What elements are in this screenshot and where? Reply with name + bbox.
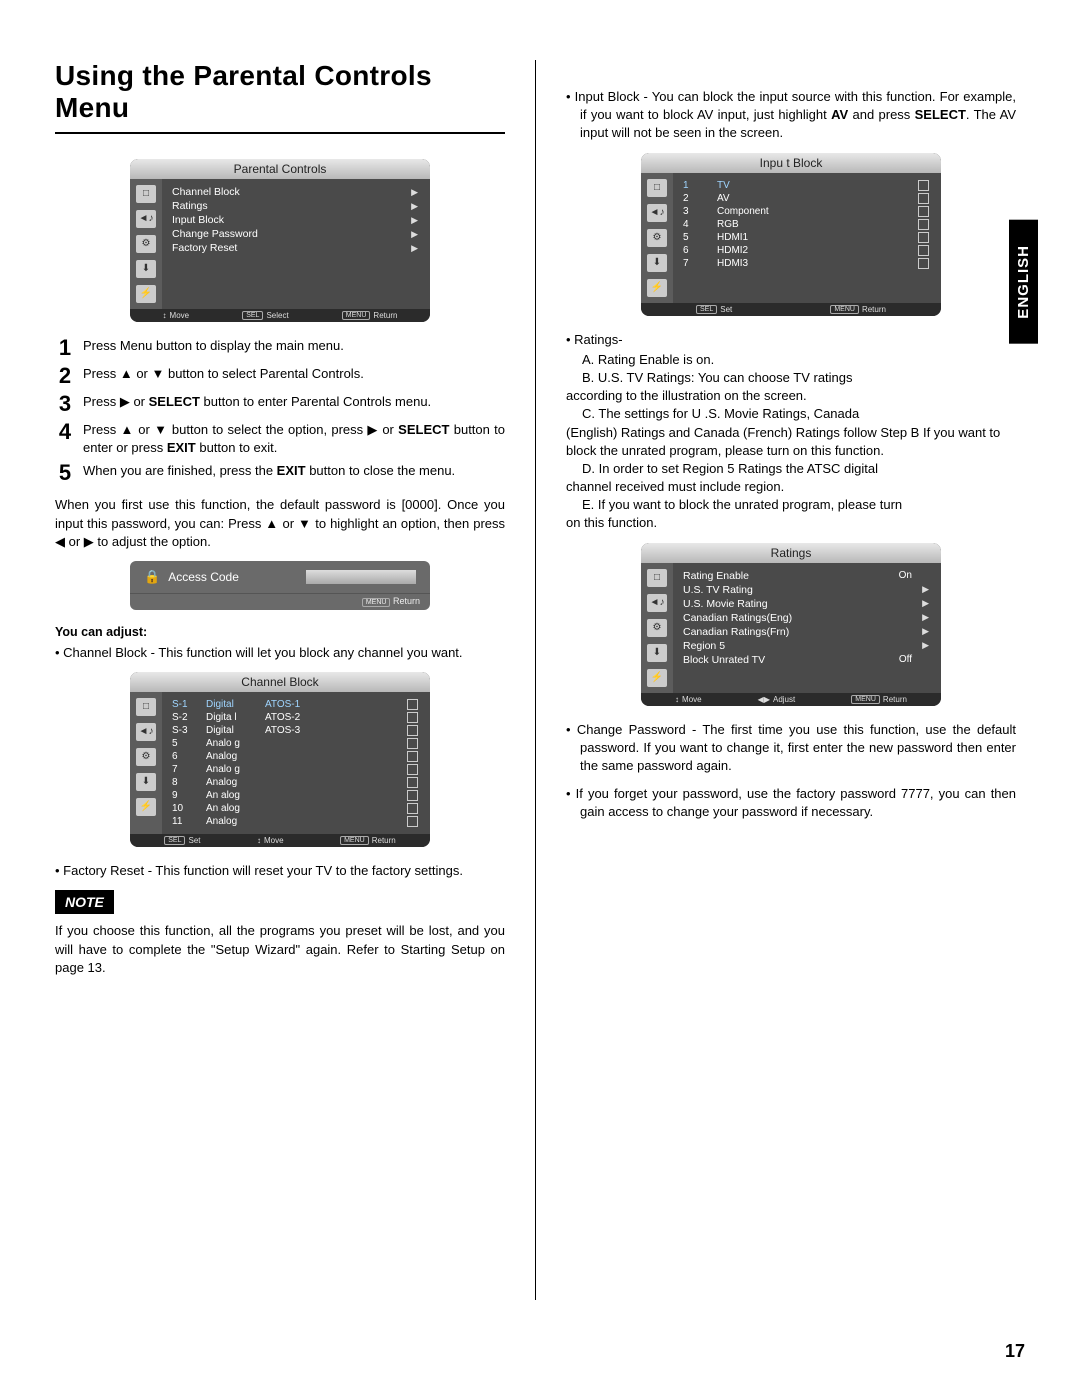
ratings-row[interactable]: Canadian Ratings(Eng)▶: [679, 611, 933, 625]
input-block-desc: Input Block - You can block the input so…: [566, 88, 1016, 143]
panel-footer: SEL Set ↕ Move MENU Return: [130, 834, 430, 847]
sidebar-icon[interactable]: ⬇: [647, 254, 667, 272]
channel-row[interactable]: 7Analo g: [168, 763, 422, 776]
title-rule: [55, 132, 505, 134]
sidebar-icon[interactable]: ◄♪: [647, 594, 667, 612]
sidebar-icon[interactable]: ⚙: [136, 748, 156, 766]
sidebar-icon[interactable]: ◄♪: [136, 723, 156, 741]
channel-row[interactable]: 8Analog: [168, 776, 422, 789]
change-password-desc: Change Password - The first time you use…: [566, 721, 1016, 776]
channel-row[interactable]: 9An alog: [168, 789, 422, 802]
ratings-row[interactable]: U.S. TV Rating▶: [679, 583, 933, 597]
page-title: Using the Parental Controls Menu: [55, 60, 505, 124]
sidebar-icon[interactable]: ⚡: [647, 279, 667, 297]
channel-row[interactable]: S-1DigitalATOS-1: [168, 698, 422, 711]
channel-block-panel: Channel Block □ ◄♪ ⚙ ⬇ ⚡ S-1DigitalATOS-1S-2…: [130, 672, 430, 847]
step-list: 1Press Menu button to display the main m…: [55, 337, 505, 484]
menu-item[interactable]: Channel Block▶: [168, 185, 422, 199]
input-row[interactable]: 1TV: [679, 179, 933, 192]
channel-block-desc: Channel Block - This function will let y…: [55, 644, 505, 662]
parental-controls-panel: Parental Controls □ ◄♪ ⚙ ⬇ ⚡ Channel Block▶R…: [130, 159, 430, 322]
sidebar-icon[interactable]: ⚙: [136, 235, 156, 253]
panel-title: Inpu t Block: [641, 153, 941, 173]
channel-row[interactable]: S-2Digita lATOS-2: [168, 711, 422, 724]
sidebar-icon[interactable]: ⚡: [136, 798, 156, 816]
step-item: 2Press ▲ or ▼ button to select Parental …: [55, 365, 505, 387]
sidebar-icon[interactable]: ◄♪: [647, 204, 667, 222]
ratings-row[interactable]: Block Unrated TVOff: [679, 653, 933, 667]
step-item: 3Press ▶ or SELECT button to enter Paren…: [55, 393, 505, 415]
sidebar-icon[interactable]: ⬇: [136, 773, 156, 791]
panel-title: Channel Block: [130, 672, 430, 692]
sidebar-icon[interactable]: □: [647, 179, 667, 197]
forget-password-desc: If you forget your password, use the fac…: [566, 785, 1016, 821]
ratings-row[interactable]: Rating EnableOn: [679, 569, 933, 583]
ratings-row[interactable]: U.S. Movie Rating▶: [679, 597, 933, 611]
lock-icon: 🔒: [144, 569, 160, 585]
column-divider: [535, 60, 536, 1300]
input-row[interactable]: 2AV: [679, 192, 933, 205]
input-row[interactable]: 6HDMI2: [679, 244, 933, 257]
note-label: NOTE: [55, 890, 114, 914]
factory-reset-desc: Factory Reset - This function will reset…: [55, 862, 505, 880]
sidebar-icon[interactable]: ⚙: [647, 619, 667, 637]
ratings-letters: A. Rating Enable is on. B. U.S. TV Ratin…: [566, 351, 1016, 533]
sidebar-icon[interactable]: ⬇: [647, 644, 667, 662]
sidebar-icon[interactable]: □: [136, 185, 156, 203]
ratings-row[interactable]: Canadian Ratings(Frn)▶: [679, 625, 933, 639]
channel-row[interactable]: 6Analog: [168, 750, 422, 763]
input-row[interactable]: 7HDMI3: [679, 257, 933, 270]
note-text: If you choose this function, all the pro…: [55, 922, 505, 977]
sidebar-icon[interactable]: ⚡: [136, 285, 156, 303]
channel-row[interactable]: 10An alog: [168, 802, 422, 815]
panel-sidebar: □ ◄♪ ⚙ ⬇ ⚡: [641, 173, 673, 303]
menu-item[interactable]: Factory Reset▶: [168, 241, 422, 255]
panel-sidebar: □ ◄♪ ⚙ ⬇ ⚡: [641, 563, 673, 693]
language-tab: ENGLISH: [1009, 220, 1038, 344]
input-row[interactable]: 4RGB: [679, 218, 933, 231]
panel-footer: ↕ Move SEL Select MENU Return: [130, 309, 430, 322]
panel-title: Ratings: [641, 543, 941, 563]
sidebar-icon[interactable]: □: [136, 698, 156, 716]
access-code-input[interactable]: [306, 570, 416, 584]
input-block-panel: Inpu t Block □ ◄♪ ⚙ ⬇ ⚡ 1TV2AV3Component4RGB…: [641, 153, 941, 316]
sidebar-icon[interactable]: ⚡: [647, 669, 667, 687]
menu-item[interactable]: Input Block▶: [168, 213, 422, 227]
channel-row[interactable]: 11Analog: [168, 815, 422, 828]
access-code-label: Access Code: [168, 570, 298, 584]
step-item: 4Press ▲ or ▼ button to select the optio…: [55, 421, 505, 456]
ratings-panel: Ratings □ ◄♪ ⚙ ⬇ ⚡ Rating EnableOnU.S. TV Ra…: [641, 543, 941, 706]
step-item: 5When you are finished, press the EXIT b…: [55, 462, 505, 484]
sidebar-icon[interactable]: ◄♪: [136, 210, 156, 228]
channel-row[interactable]: 5Analo g: [168, 737, 422, 750]
sidebar-icon[interactable]: □: [647, 569, 667, 587]
sidebar-icon[interactable]: ⚙: [647, 229, 667, 247]
panel-title: Parental Controls: [130, 159, 430, 179]
sidebar-icon[interactable]: ⬇: [136, 260, 156, 278]
input-row[interactable]: 5HDMI1: [679, 231, 933, 244]
step-item: 1Press Menu button to display the main m…: [55, 337, 505, 359]
access-code-panel: 🔒 Access Code MENU Return: [130, 561, 430, 610]
first-use-text: When you first use this function, the de…: [55, 496, 505, 551]
panel-footer: ↕ Move ◀▶ Adjust MENU Return: [641, 693, 941, 706]
you-can-adjust-heading: You can adjust:: [55, 625, 505, 639]
ratings-row[interactable]: Region 5▶: [679, 639, 933, 653]
panel-footer: SEL Set MENU Return: [641, 303, 941, 316]
input-row[interactable]: 3Component: [679, 205, 933, 218]
menu-item[interactable]: Change Password▶: [168, 227, 422, 241]
ratings-heading: Ratings-: [566, 331, 1016, 349]
menu-item[interactable]: Ratings▶: [168, 199, 422, 213]
page-number: 17: [1005, 1341, 1025, 1362]
panel-sidebar: □ ◄♪ ⚙ ⬇ ⚡: [130, 692, 162, 834]
channel-row[interactable]: S-3DigitalATOS-3: [168, 724, 422, 737]
panel-sidebar: □ ◄♪ ⚙ ⬇ ⚡: [130, 179, 162, 309]
